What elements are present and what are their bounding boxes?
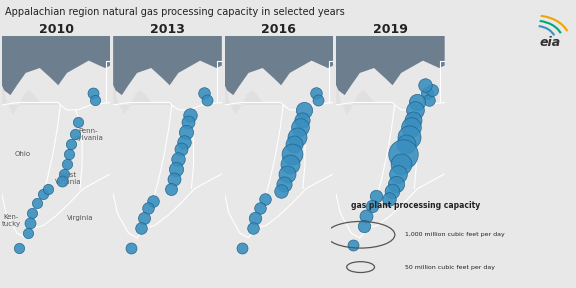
Point xyxy=(391,181,400,186)
Point xyxy=(427,88,436,92)
Polygon shape xyxy=(336,85,395,115)
Point xyxy=(425,98,434,102)
Point xyxy=(174,157,183,161)
Point xyxy=(256,206,265,211)
Point xyxy=(166,186,175,191)
Title: 2016: 2016 xyxy=(262,23,296,36)
Point xyxy=(181,130,191,134)
Point xyxy=(411,108,420,112)
Point xyxy=(290,142,299,147)
Point xyxy=(297,118,306,122)
Point xyxy=(348,243,358,248)
Point xyxy=(126,245,135,250)
Point xyxy=(293,135,302,139)
Text: eia: eia xyxy=(540,36,560,49)
Point xyxy=(406,125,415,129)
Point xyxy=(404,135,414,139)
Title: 2010: 2010 xyxy=(39,23,74,36)
Text: Ohio: Ohio xyxy=(14,151,31,157)
Text: 1,000 million cubic feet per day: 1,000 million cubic feet per day xyxy=(404,232,505,237)
Text: Virginia: Virginia xyxy=(67,215,93,221)
Point xyxy=(169,177,179,181)
Point xyxy=(44,186,53,191)
Point xyxy=(185,113,195,117)
Point xyxy=(313,98,323,102)
Point xyxy=(200,90,209,95)
Polygon shape xyxy=(113,85,172,115)
Polygon shape xyxy=(225,36,334,95)
Point xyxy=(248,226,257,230)
Point xyxy=(149,199,158,203)
Point xyxy=(367,204,377,208)
Point xyxy=(67,142,76,147)
Point xyxy=(32,201,41,206)
Point xyxy=(202,98,211,102)
Point xyxy=(176,147,185,151)
Point xyxy=(408,118,418,122)
Point xyxy=(287,152,297,156)
Point xyxy=(393,172,403,176)
Point xyxy=(237,245,247,250)
Point xyxy=(388,189,397,194)
Point xyxy=(397,162,406,166)
Point xyxy=(401,142,410,147)
Point xyxy=(139,216,148,221)
Point xyxy=(184,120,193,124)
Point xyxy=(385,196,394,201)
Polygon shape xyxy=(2,36,111,95)
Text: Penn-
sylvania: Penn- sylvania xyxy=(74,128,103,141)
Polygon shape xyxy=(336,36,445,95)
Point xyxy=(276,189,286,194)
Point xyxy=(14,245,24,250)
Text: Ken-
tucky: Ken- tucky xyxy=(2,214,21,227)
Polygon shape xyxy=(113,36,222,95)
Point xyxy=(399,152,408,156)
Point xyxy=(89,90,98,95)
Polygon shape xyxy=(2,85,60,115)
Point xyxy=(57,179,66,183)
Point xyxy=(137,226,146,230)
Point xyxy=(300,108,309,112)
Point xyxy=(90,98,100,102)
Point xyxy=(59,172,69,176)
Title: 2013: 2013 xyxy=(150,23,185,36)
Point xyxy=(372,194,381,198)
Point xyxy=(260,196,270,201)
Point xyxy=(362,213,371,218)
Point xyxy=(25,221,35,226)
Point xyxy=(23,231,32,235)
Point xyxy=(65,152,74,156)
Text: 50 million cubic feet per day: 50 million cubic feet per day xyxy=(404,265,495,270)
Text: Appalachian region natural gas processing capacity in selected years: Appalachian region natural gas processin… xyxy=(5,7,344,17)
Point xyxy=(285,162,294,166)
Point xyxy=(282,172,291,176)
Point xyxy=(39,191,48,196)
Text: gas plant processing capacity: gas plant processing capacity xyxy=(351,200,480,210)
Point xyxy=(70,132,79,137)
Point xyxy=(172,167,181,171)
Point xyxy=(295,125,304,129)
Point xyxy=(423,90,432,95)
Point xyxy=(280,181,289,186)
Point xyxy=(413,100,422,105)
Point xyxy=(311,90,320,95)
Point xyxy=(73,120,82,124)
Point xyxy=(179,140,188,144)
Text: West
Virginia: West Virginia xyxy=(55,172,81,185)
Title: 2019: 2019 xyxy=(373,23,408,36)
Point xyxy=(251,216,260,221)
Point xyxy=(62,162,71,166)
Point xyxy=(28,211,37,216)
Polygon shape xyxy=(225,85,283,115)
Point xyxy=(359,223,369,228)
Point xyxy=(143,206,153,211)
Point xyxy=(420,83,430,88)
